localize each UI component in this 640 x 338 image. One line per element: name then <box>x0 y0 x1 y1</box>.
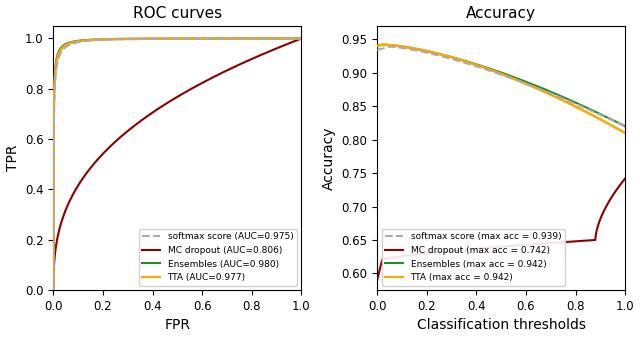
Legend: softmax score (max acc = 0.939), MC dropout (max acc = 0.742), Ensembles (max ac: softmax score (max acc = 0.939), MC drop… <box>381 229 564 286</box>
Legend: softmax score (AUC=0.975), MC dropout (AUC=0.806), Ensembles (AUC=0.980), TTA (A: softmax score (AUC=0.975), MC dropout (A… <box>139 229 297 286</box>
Y-axis label: Accuracy: Accuracy <box>322 126 336 190</box>
Y-axis label: TPR: TPR <box>6 145 20 171</box>
X-axis label: FPR: FPR <box>164 318 191 333</box>
Title: ROC curves: ROC curves <box>133 5 222 21</box>
X-axis label: Classification thresholds: Classification thresholds <box>417 318 586 333</box>
Title: Accuracy: Accuracy <box>466 5 536 21</box>
